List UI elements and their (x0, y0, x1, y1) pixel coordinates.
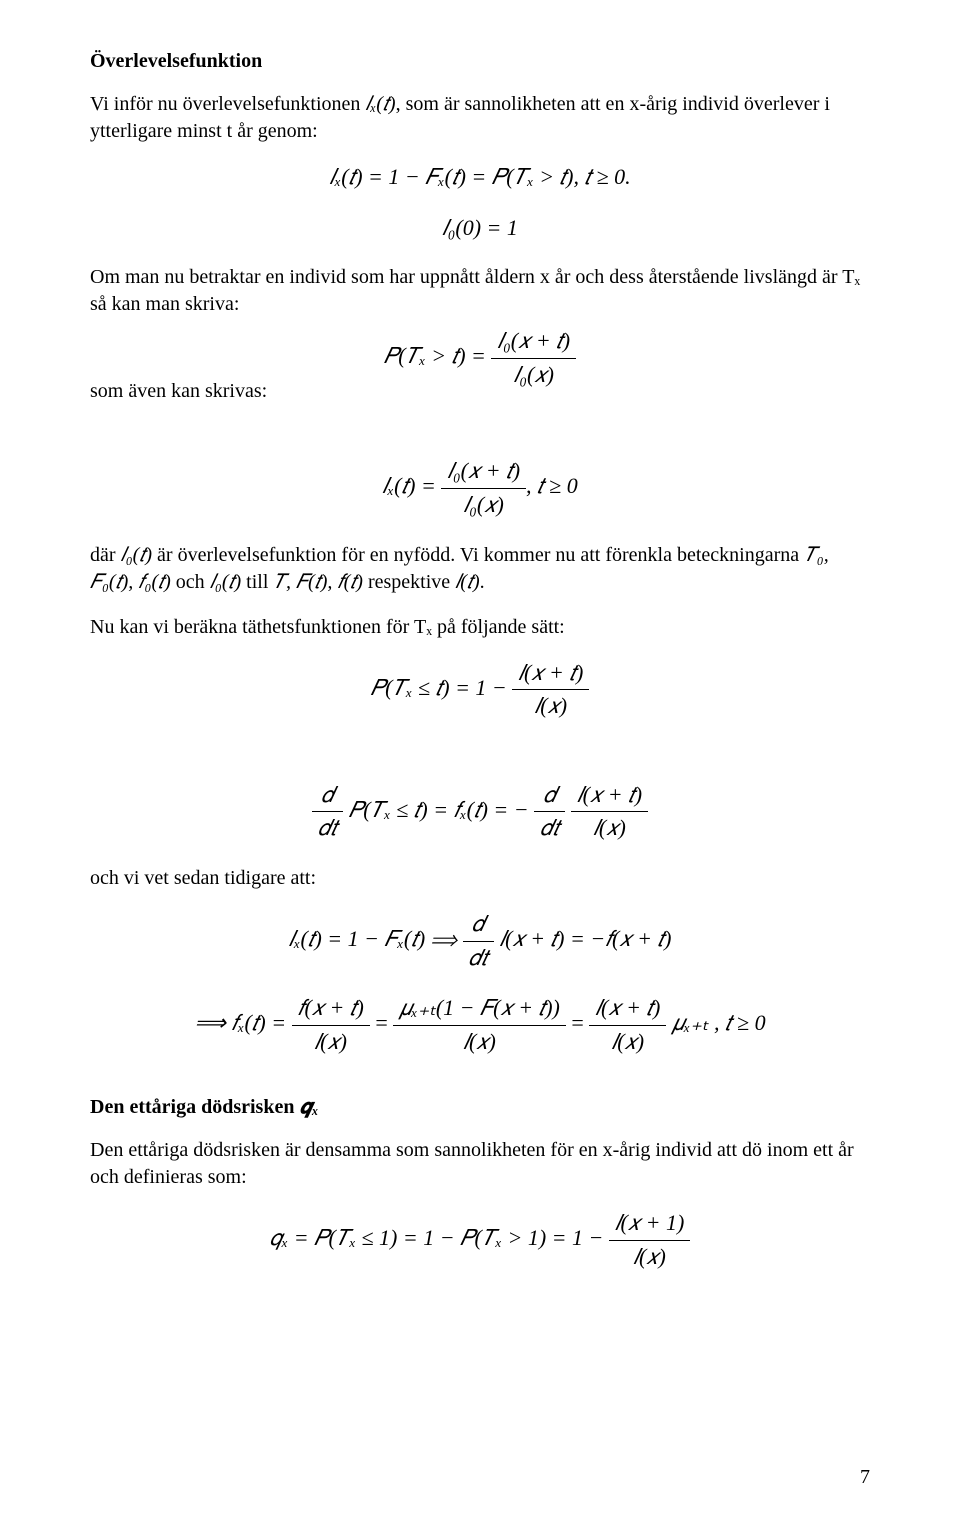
fraction-ddt: 𝑑𝑑𝑡 (312, 781, 343, 843)
fraction: 𝜇ₓ₊ₜ(1 − 𝐹(𝑥 + 𝑡))𝑙(𝑥) (393, 994, 566, 1056)
numerator: 𝑙₀(𝑥 + 𝑡) (491, 327, 576, 359)
numerator: 𝑙(𝑥 + 1) (609, 1209, 690, 1241)
paragraph: och vi vet sedan tidigare att: (90, 865, 870, 892)
math: 𝑙ₓ(𝑡) = 1 − 𝐹ₓ(𝑡) = 𝑃(𝑇ₓ > 𝑡), 𝑡 ≥ 0. (329, 164, 630, 189)
fraction: 𝑙(𝑥 + 1)𝑙(𝑥) (609, 1209, 690, 1271)
formula-implication: 𝑙ₓ(𝑡) = 1 − 𝐹ₓ(𝑡) ⟹ 𝑑𝑑𝑡 𝑙(𝑥 + 𝑡) = −𝑓(𝑥 … (90, 910, 870, 972)
denominator: 𝑑𝑡 (534, 812, 565, 843)
numerator: 𝑑 (312, 781, 343, 813)
formula-definition: 𝑙ₓ(𝑡) = 1 − 𝐹ₓ(𝑡) = 𝑃(𝑇ₓ > 𝑡), 𝑡 ≥ 0. (90, 163, 870, 192)
text: där (90, 544, 121, 566)
math-lhs: 𝑙ₓ(𝑡) = (382, 474, 441, 499)
page-number: 7 (860, 1466, 870, 1489)
fraction-ddt: 𝑑𝑑𝑡 (534, 781, 565, 843)
numerator: 𝑙(𝑥 + 𝑡) (589, 994, 666, 1026)
math-pre: ⟹ 𝑓ₓ(𝑡) = (194, 1010, 291, 1035)
numerator: 𝜇ₓ₊ₜ(1 − 𝐹(𝑥 + 𝑡)) (393, 994, 566, 1026)
section-heading: Den ettåriga dödsrisken 𝒒ₓ (90, 1096, 870, 1119)
document-page: Överlevelsefunktion Vi inför nu överleve… (0, 0, 960, 1519)
text: är överlevelsefunktion för en nyfödd. Vi… (152, 544, 804, 566)
denominator: 𝑙₀(𝑥) (491, 359, 576, 390)
numerator: 𝑓(𝑥 + 𝑡) (292, 994, 370, 1026)
math-tail: 𝜇ₓ₊ₜ , 𝑡 ≥ 0 (666, 1010, 765, 1035)
heading-math: 𝒒ₓ (299, 1096, 318, 1118)
numerator: 𝑙₀(𝑥 + 𝑡) (441, 457, 526, 489)
math-lhs: 𝑞ₓ = 𝑃(𝑇ₓ ≤ 1) = 1 − 𝑃(𝑇ₓ > 1) = 1 − (270, 1225, 609, 1250)
math: 𝑙(𝑥 + 𝑡) = −𝑓(𝑥 + 𝑡) (494, 926, 671, 951)
text: till (241, 571, 273, 593)
numerator: 𝑑 (534, 781, 565, 813)
numerator: 𝑑 (463, 910, 494, 942)
math-eq: = (370, 1010, 393, 1035)
formula-l0-0: 𝑙₀(0) = 1 (90, 214, 870, 243)
math-inline: 𝑙₀(𝑡) (210, 571, 241, 593)
denominator: 𝑙(𝑥) (571, 812, 648, 843)
formula-derivative: 𝑑𝑑𝑡 𝑃(𝑇ₓ ≤ 𝑡) = 𝑓ₓ(𝑡) = − 𝑑𝑑𝑡 𝑙(𝑥 + 𝑡)𝑙(… (90, 781, 870, 843)
formula-cdf: 𝑃(𝑇ₓ ≤ 𝑡) = 1 − 𝑙(𝑥 + 𝑡)𝑙(𝑥) (90, 659, 870, 721)
fraction: 𝑙(𝑥 + 𝑡)𝑙(𝑥) (571, 781, 648, 843)
math: 𝑙ₓ(𝑡) = 1 − 𝐹ₓ(𝑡) ⟹ (289, 926, 463, 951)
math-inline: 𝑙₀(𝑡) (121, 544, 152, 566)
math-inline: 𝑇, 𝐹(𝑡), 𝑓(𝑡) (273, 571, 363, 593)
math-lhs: 𝑃(𝑇ₓ > 𝑡) = (384, 343, 492, 368)
fraction: 𝑙(𝑥 + 𝑡)𝑙(𝑥) (512, 659, 589, 721)
denominator: 𝑑𝑡 (463, 942, 494, 973)
math-eq: = (566, 1010, 589, 1035)
fraction: 𝑓(𝑥 + 𝑡)𝑙(𝑥) (292, 994, 370, 1056)
denominator: 𝑙₀(𝑥) (441, 489, 526, 520)
fraction-ddt: 𝑑𝑑𝑡 (463, 910, 494, 972)
math-lhs: 𝑃(𝑇ₓ ≤ 𝑡) = 1 − (371, 675, 513, 700)
numerator: 𝑙(𝑥 + 𝑡) (571, 781, 648, 813)
paragraph: där 𝑙₀(𝑡) är överlevelsefunktion för en … (90, 542, 870, 596)
denominator: 𝑙(𝑥) (609, 1241, 690, 1272)
denominator: 𝑑𝑡 (312, 812, 343, 843)
text: . (480, 571, 485, 593)
text: och (171, 571, 210, 593)
paragraph: Den ettåriga dödsrisken är densamma som … (90, 1137, 870, 1191)
math: 𝑙₀(0) = 1 (442, 215, 518, 240)
paragraph: Nu kan vi beräkna täthetsfunktionen för … (90, 614, 870, 641)
section-heading: Överlevelsefunktion (90, 50, 870, 73)
paragraph: Om man nu betraktar en individ som har u… (90, 264, 870, 318)
intro-paragraph: Vi inför nu överlevelsefunktionen 𝑙ₓ(𝑡),… (90, 91, 870, 145)
math-inline: 𝑙ₓ(𝑡) (365, 93, 395, 115)
math-inline: 𝑙(𝑡) (455, 571, 480, 593)
denominator: 𝑙(𝑥) (512, 690, 589, 721)
denominator: 𝑙(𝑥) (292, 1026, 370, 1057)
formula-qx: 𝑞ₓ = 𝑃(𝑇ₓ ≤ 1) = 1 − 𝑃(𝑇ₓ > 1) = 1 − 𝑙(𝑥… (90, 1209, 870, 1271)
denominator: 𝑙(𝑥) (393, 1026, 566, 1057)
formula-lxt: 𝑙ₓ(𝑡) = 𝑙₀(𝑥 + 𝑡)𝑙₀(𝑥), 𝑡 ≥ 0 (90, 457, 870, 519)
numerator: 𝑙(𝑥 + 𝑡) (512, 659, 589, 691)
fraction: 𝑙₀(𝑥 + 𝑡)𝑙₀(𝑥) (441, 457, 526, 519)
fraction: 𝑙₀(𝑥 + 𝑡)𝑙₀(𝑥) (491, 327, 576, 389)
formula-fx: ⟹ 𝑓ₓ(𝑡) = 𝑓(𝑥 + 𝑡)𝑙(𝑥) = 𝜇ₓ₊ₜ(1 − 𝐹(𝑥 + … (90, 994, 870, 1056)
denominator: 𝑙(𝑥) (589, 1026, 666, 1057)
fraction: 𝑙(𝑥 + 𝑡)𝑙(𝑥) (589, 994, 666, 1056)
math-tail: , 𝑡 ≥ 0 (526, 474, 578, 499)
heading-text: Den ettåriga dödsrisken (90, 1096, 299, 1118)
math-mid: 𝑃(𝑇ₓ ≤ 𝑡) = 𝑓ₓ(𝑡) = − (343, 797, 534, 822)
text: Vi inför nu överlevelsefunktionen (90, 93, 365, 115)
text: respektive (363, 571, 455, 593)
